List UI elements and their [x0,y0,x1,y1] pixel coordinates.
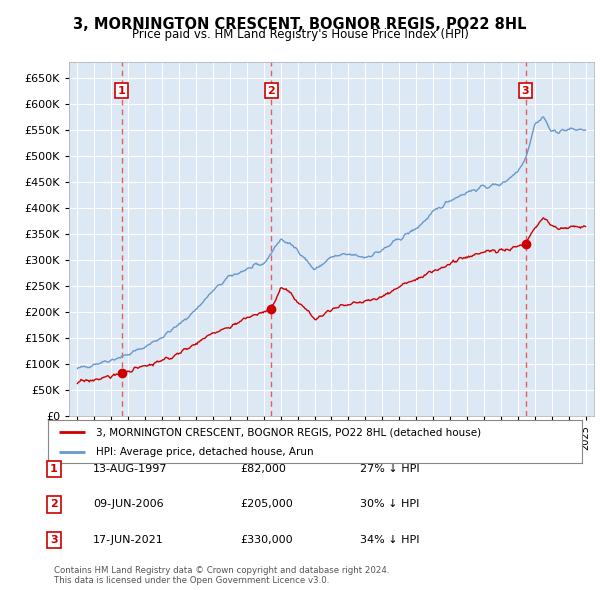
Text: 3, MORNINGTON CRESCENT, BOGNOR REGIS, PO22 8HL (detached house): 3, MORNINGTON CRESCENT, BOGNOR REGIS, PO… [96,427,481,437]
Text: £205,000: £205,000 [240,500,293,509]
Text: 2: 2 [268,86,275,96]
Text: 13-AUG-1997: 13-AUG-1997 [93,464,167,474]
Text: £330,000: £330,000 [240,535,293,545]
Text: Price paid vs. HM Land Registry's House Price Index (HPI): Price paid vs. HM Land Registry's House … [131,28,469,41]
Text: 3: 3 [50,535,58,545]
Text: 2: 2 [50,500,58,509]
Text: £82,000: £82,000 [240,464,286,474]
Text: 09-JUN-2006: 09-JUN-2006 [93,500,164,509]
Text: Contains HM Land Registry data © Crown copyright and database right 2024.: Contains HM Land Registry data © Crown c… [54,566,389,575]
Text: 17-JUN-2021: 17-JUN-2021 [93,535,164,545]
Text: 3, MORNINGTON CRESCENT, BOGNOR REGIS, PO22 8HL: 3, MORNINGTON CRESCENT, BOGNOR REGIS, PO… [73,17,527,31]
Text: 34% ↓ HPI: 34% ↓ HPI [360,535,419,545]
Text: 27% ↓ HPI: 27% ↓ HPI [360,464,419,474]
Text: 30% ↓ HPI: 30% ↓ HPI [360,500,419,509]
Text: This data is licensed under the Open Government Licence v3.0.: This data is licensed under the Open Gov… [54,576,329,585]
Text: 1: 1 [50,464,58,474]
Text: 3: 3 [522,86,529,96]
Text: HPI: Average price, detached house, Arun: HPI: Average price, detached house, Arun [96,447,314,457]
Text: 1: 1 [118,86,126,96]
